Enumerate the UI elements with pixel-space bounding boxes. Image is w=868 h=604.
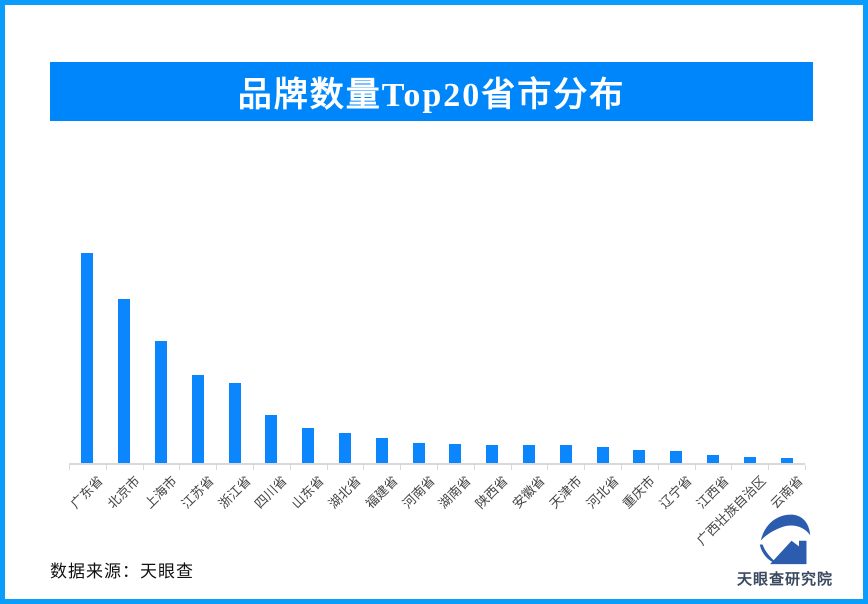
axis-tick <box>437 465 438 470</box>
axis-tick <box>621 465 622 470</box>
x-axis-label: 四川省 <box>251 473 291 512</box>
bar <box>228 383 241 463</box>
axis-tick <box>105 465 107 470</box>
chart-title: 品牌数量Top20省市分布 <box>237 77 626 114</box>
x-axis-label: 北京市 <box>104 473 143 512</box>
x-axis-label: 辽宁省 <box>656 473 695 512</box>
bar <box>780 458 793 463</box>
axis-tick <box>547 465 549 470</box>
title-banner: 品牌数量Top20省市分布 <box>50 62 813 121</box>
tianyancha-logo-text: 天眼查研究院 <box>736 571 833 588</box>
axis-tick <box>694 465 696 470</box>
axis-tick <box>657 465 659 470</box>
data-source-note: 数据来源：天眼查 <box>50 562 194 581</box>
axis-tick <box>216 465 218 470</box>
axis-tick <box>731 465 733 470</box>
x-axis-label: 江苏省 <box>178 473 217 512</box>
bar <box>670 451 683 463</box>
x-axis-label: 山东省 <box>288 473 327 512</box>
bar <box>523 445 535 463</box>
axis-tick <box>253 465 254 470</box>
bar <box>486 445 499 463</box>
x-axis-line <box>69 463 805 465</box>
bar <box>412 443 425 463</box>
bar <box>81 253 94 463</box>
bar <box>155 341 167 463</box>
axis-tick <box>473 465 475 470</box>
axis-tick <box>363 465 365 470</box>
bar-chart <box>69 250 806 470</box>
bar <box>559 445 572 463</box>
bar <box>633 450 646 463</box>
x-axis-label: 安徽省 <box>509 473 548 512</box>
axis-tick <box>584 465 586 470</box>
x-axis-label: 福建省 <box>362 473 401 512</box>
x-axis-label: 河北省 <box>583 473 622 512</box>
x-axis-label: 天津市 <box>546 473 585 512</box>
bar <box>265 415 278 463</box>
axis-tick <box>179 465 181 470</box>
x-axis-label: 河南省 <box>399 473 438 512</box>
axis-tick <box>289 465 291 470</box>
bar <box>449 444 462 463</box>
axis-tick <box>142 465 144 470</box>
axis-tick <box>69 465 70 470</box>
bar <box>191 375 204 463</box>
x-axis-label: 云南省 <box>767 473 806 512</box>
axis-tick <box>326 465 328 470</box>
x-axis-label: 湖南省 <box>435 473 475 512</box>
bar <box>596 447 609 463</box>
bar <box>339 433 351 463</box>
axis-tick <box>768 465 770 470</box>
x-axis-label: 江西省 <box>693 473 732 512</box>
tianyancha-eye-icon <box>759 514 811 565</box>
bar <box>743 457 756 463</box>
axis-tick <box>510 465 512 470</box>
x-axis-label: 浙江省 <box>215 473 254 512</box>
x-axis-label: 重庆市 <box>619 473 659 512</box>
x-axis-label: 陕西省 <box>472 473 511 512</box>
axis-tick <box>805 465 806 470</box>
x-axis-label: 上海市 <box>141 473 180 512</box>
axis-tick <box>400 465 402 470</box>
bar <box>375 438 388 463</box>
x-axis-label: 湖北省 <box>325 473 364 512</box>
bar <box>302 428 315 463</box>
bar <box>118 299 131 463</box>
tianyancha-logo: 天眼查研究院 <box>725 510 845 589</box>
x-axis-label: 广东省 <box>67 473 107 512</box>
bar <box>707 455 719 463</box>
